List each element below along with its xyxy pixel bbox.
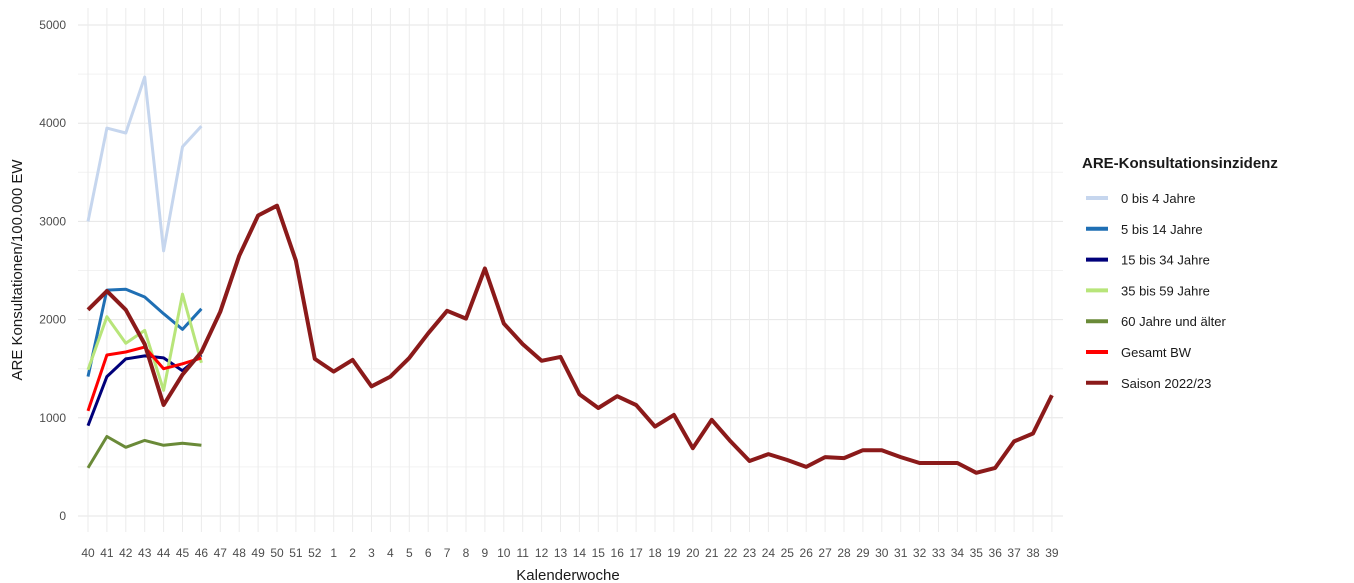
x-tick-label: 38	[1026, 546, 1040, 560]
x-tick-label: 12	[535, 546, 549, 560]
legend-label: Saison 2022/23	[1121, 376, 1211, 391]
legend: ARE-Konsultationsinzidenz 0 bis 4 Jahre 5…	[1082, 155, 1278, 391]
x-tick-label: 9	[482, 546, 489, 560]
legend-label: 15 bis 34 Jahre	[1121, 253, 1210, 268]
x-tick-label: 29	[856, 546, 870, 560]
x-tick-label: 28	[837, 546, 851, 560]
x-tick-label: 3	[368, 546, 375, 560]
x-tick-label: 37	[1007, 546, 1021, 560]
x-tick-label: 33	[932, 546, 946, 560]
x-tick-label: 17	[629, 546, 643, 560]
x-tick-label: 1	[330, 546, 337, 560]
x-tick-label: 40	[81, 546, 95, 560]
x-tick-label: 50	[270, 546, 284, 560]
x-tick-label: 30	[875, 546, 889, 560]
legend-label: 35 bis 59 Jahre	[1121, 283, 1210, 298]
x-tick-label: 49	[251, 546, 265, 560]
x-tick-label: 44	[157, 546, 171, 560]
grid-lines	[78, 8, 1063, 532]
x-tick-label: 2	[349, 546, 356, 560]
y-tick-label: 2000	[39, 313, 66, 327]
legend-label: 5 bis 14 Jahre	[1121, 222, 1203, 237]
x-axis-ticks: 40 41 42 43 44 45 46 47 48 49 50 51 52 1 2 3 4 5 6 7 8 9 10 11 1…	[81, 546, 1059, 560]
series-line-3	[86, 353, 203, 427]
x-tick-label: 35	[970, 546, 984, 560]
x-tick-label: 36	[989, 546, 1003, 560]
x-tick-label: 51	[289, 546, 303, 560]
x-tick-label: 5	[406, 546, 413, 560]
x-tick-label: 4	[387, 546, 394, 560]
y-tick-label: 5000	[39, 18, 66, 32]
series-line-5	[86, 435, 202, 469]
series-line-4	[86, 292, 203, 392]
y-tick-label: 0	[59, 509, 66, 523]
y-tick-label: 4000	[39, 116, 66, 130]
x-tick-label: 6	[425, 546, 432, 560]
legend-label: 0 bis 4 Jahre	[1121, 191, 1195, 206]
x-tick-label: 46	[195, 546, 209, 560]
x-tick-label: 27	[818, 546, 832, 560]
x-tick-label: 13	[554, 546, 568, 560]
legend-label: 60 Jahre und älter	[1121, 314, 1226, 329]
x-tick-label: 48	[233, 546, 247, 560]
x-tick-label: 34	[951, 546, 965, 560]
y-axis-ticks: 0 1000 2000 3000 4000 5000	[39, 18, 66, 523]
x-tick-label: 14	[573, 546, 587, 560]
series-line-1	[86, 75, 203, 253]
x-tick-label: 24	[762, 546, 776, 560]
series-lines	[86, 75, 1054, 475]
y-axis-title: ARE Konsultationen/100.000 EW	[9, 159, 26, 381]
x-tick-label: 11	[516, 546, 529, 560]
x-tick-label: 7	[444, 546, 451, 560]
x-tick-label: 47	[214, 546, 228, 560]
x-tick-label: 42	[119, 546, 133, 560]
x-tick-label: 25	[781, 546, 795, 560]
x-tick-label: 26	[800, 546, 814, 560]
x-tick-label: 31	[894, 546, 908, 560]
y-tick-label: 3000	[39, 214, 66, 228]
x-tick-label: 43	[138, 546, 152, 560]
x-tick-label: 22	[724, 546, 738, 560]
x-tick-label: 16	[611, 546, 625, 560]
x-axis-title: Kalenderwoche	[516, 567, 619, 583]
x-tick-label: 23	[743, 546, 757, 560]
x-tick-label: 32	[913, 546, 927, 560]
y-tick-label: 1000	[39, 411, 66, 425]
series-line-7	[86, 203, 1054, 475]
x-tick-label: 19	[667, 546, 681, 560]
x-tick-label: 20	[686, 546, 700, 560]
x-tick-label: 8	[463, 546, 470, 560]
x-tick-label: 41	[100, 546, 114, 560]
x-tick-label: 45	[176, 546, 190, 560]
x-tick-label: 15	[592, 546, 606, 560]
legend-items: 0 bis 4 Jahre 5 bis 14 Jahre 15 bis 34 Jah…	[1086, 191, 1226, 391]
legend-label: Gesamt BW	[1121, 345, 1192, 360]
x-tick-label: 52	[308, 546, 322, 560]
x-tick-label: 39	[1045, 546, 1059, 560]
legend-title: ARE-Konsultationsinzidenz	[1082, 155, 1278, 172]
x-tick-label: 21	[705, 546, 719, 560]
x-tick-label: 18	[648, 546, 662, 560]
x-tick-label: 10	[497, 546, 511, 560]
